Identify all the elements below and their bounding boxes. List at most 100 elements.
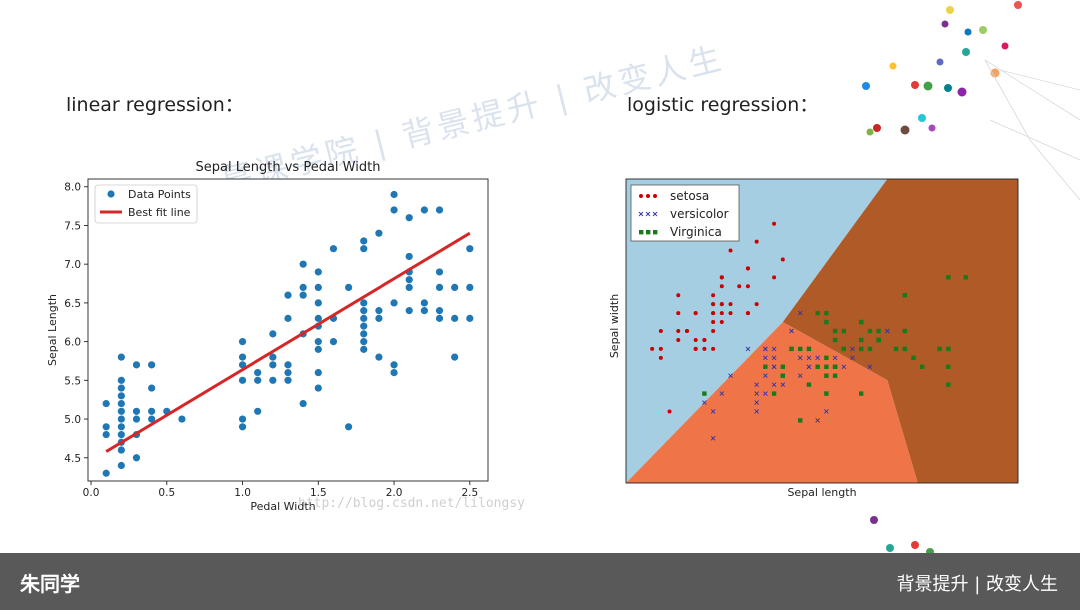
data-point: [117, 392, 125, 400]
virginica-point: [859, 391, 864, 396]
versicolor-point: [771, 355, 777, 361]
virginica-point: [832, 337, 838, 343]
data-point: [345, 283, 353, 292]
data-point: [420, 299, 428, 307]
virginica-point: [859, 319, 864, 325]
virginica-point: [832, 328, 838, 334]
data-point: [329, 245, 338, 253]
data-point: [314, 345, 322, 353]
y-tick-label: 7.5: [64, 220, 81, 232]
data-point: [375, 229, 383, 237]
data-point: [435, 314, 444, 322]
versicolor-point: [763, 391, 768, 396]
data-point: [269, 361, 277, 369]
setosa-point: [719, 320, 724, 325]
data-point: [102, 430, 110, 439]
setosa-point: [711, 346, 716, 351]
versicolor-point: [754, 409, 759, 414]
data-point: [375, 307, 383, 315]
versicolor-point: [789, 328, 794, 334]
decor-dot: [941, 20, 949, 28]
plot-frame: [87, 178, 489, 482]
data-point: [148, 407, 156, 415]
setosa-point: [702, 346, 707, 351]
decor-dot: [918, 114, 926, 122]
versicolor-point: [850, 355, 855, 361]
setosa-point: [719, 284, 724, 289]
data-point: [314, 299, 322, 307]
setosa-point: [650, 346, 655, 351]
decision-region: [782, 179, 1018, 483]
decor-dot: [923, 81, 933, 91]
virginica-point: [859, 346, 864, 352]
decor-dot: [873, 124, 881, 132]
y-tick-label: 7.0: [64, 259, 81, 271]
legend-marker-setosa: [646, 194, 650, 198]
data-point: [466, 245, 474, 253]
data-point: [435, 268, 444, 276]
virginica-point: [911, 355, 916, 361]
data-point: [254, 376, 262, 384]
data-point: [360, 299, 368, 307]
data-point: [390, 361, 398, 369]
versicolor-point: [850, 346, 855, 352]
virginica-point: [893, 346, 899, 352]
heading-linear-regression: linear regression：: [66, 94, 244, 116]
versicolor-point: [763, 373, 768, 379]
decor-dot: [911, 541, 919, 549]
data-point: [284, 368, 292, 377]
versicolor-point: [780, 382, 786, 387]
setosa-point: [676, 293, 681, 298]
versicolor-point: [797, 373, 803, 379]
decor-dot: [990, 68, 1000, 78]
data-point: [360, 330, 368, 338]
versicolor-point: [832, 355, 838, 361]
data-point: [405, 276, 413, 284]
chart-title: Sepal Length vs Pedal Width: [196, 160, 381, 175]
x-tick-label: 0.5: [158, 487, 175, 499]
setosa-point: [693, 346, 698, 351]
virginica-point: [946, 275, 951, 280]
url-watermark: http://blog.csdn.net/lilongsy: [298, 496, 525, 511]
decor-dot: [964, 28, 972, 36]
data-point: [102, 399, 110, 408]
virginica-point: [824, 373, 829, 378]
virginica-point: [824, 319, 829, 325]
versicolor-point: [806, 364, 812, 370]
legend-label: Data Points: [128, 188, 191, 201]
versicolor-point: [754, 391, 759, 396]
best-fit-line: [105, 231, 471, 453]
legend-marker-virginica: [653, 230, 658, 235]
y-tick-label: 6.0: [64, 337, 81, 349]
versicolor-point: [815, 355, 820, 361]
setosa-point: [745, 311, 750, 316]
y-tick-label: 6.5: [64, 298, 81, 310]
setosa-point: [676, 337, 681, 342]
virginica-point: [859, 337, 864, 343]
data-point: [269, 330, 277, 338]
data-point: [314, 314, 322, 322]
setosa-point: [693, 311, 698, 316]
virginica-point: [815, 364, 820, 369]
virginica-point: [824, 310, 829, 316]
data-point: [238, 376, 247, 384]
virginica-point: [963, 275, 968, 280]
data-point: [117, 399, 125, 408]
versicolor-point: [710, 435, 716, 441]
data-point: [117, 430, 125, 439]
x-tick-label: 1.0: [234, 487, 251, 499]
versicolor-point: [754, 400, 759, 405]
virginica-point: [798, 346, 803, 352]
legend-marker-points: [107, 190, 115, 198]
decor-dot: [900, 125, 910, 135]
data-point: [405, 214, 413, 222]
decor-dot: [911, 81, 919, 89]
versicolor-point: [702, 400, 707, 405]
setosa-point: [676, 311, 681, 316]
data-point: [102, 469, 110, 477]
legend-label: versicolor: [670, 207, 729, 221]
versicolor-point: [754, 382, 759, 387]
virginica-point: [946, 346, 951, 352]
data-point: [117, 384, 125, 392]
